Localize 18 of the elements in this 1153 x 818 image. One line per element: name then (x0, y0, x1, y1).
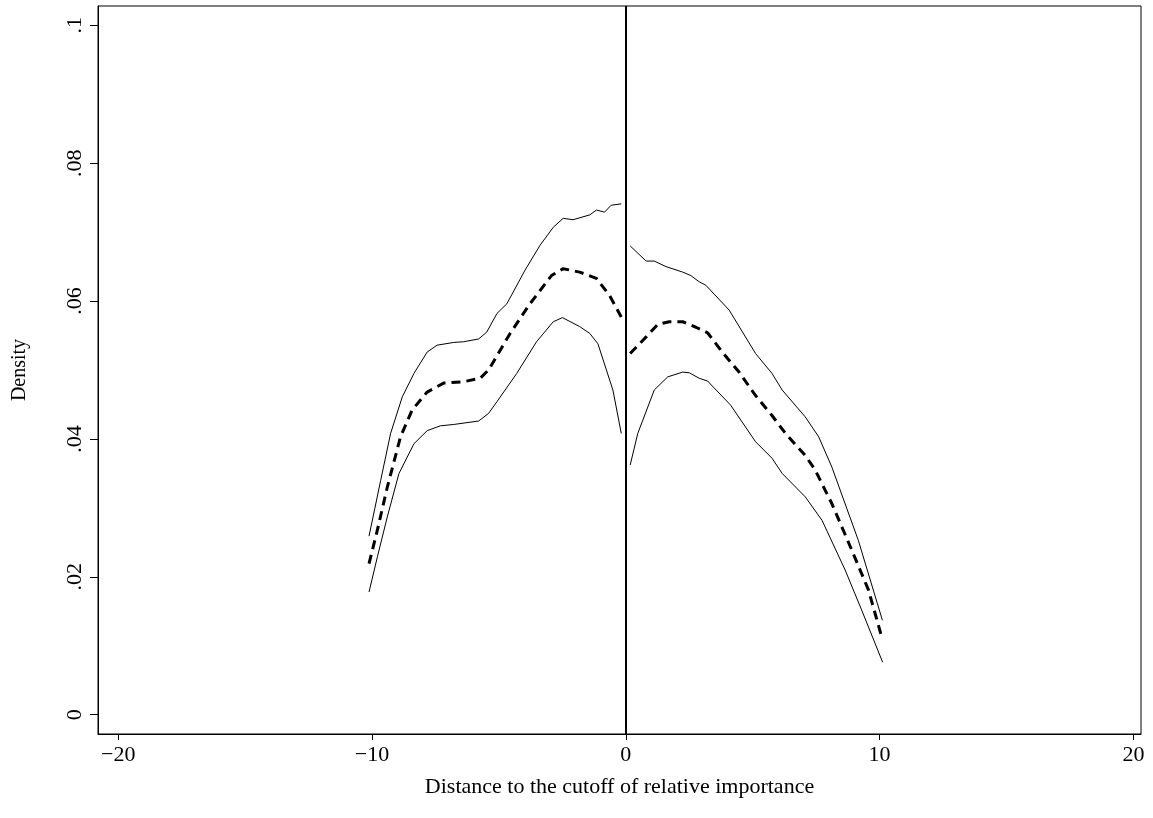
x-axis-title: Distance to the cutoff of relative importance (424, 772, 815, 798)
x-tick-label: 10 (868, 740, 891, 766)
x-tick-label: 20 (1122, 740, 1145, 766)
y-tick-label: 0 (60, 709, 86, 721)
y-tick-label: .08 (60, 149, 86, 177)
y-tick-label: .1 (60, 17, 86, 34)
y-tick-label: .06 (60, 287, 86, 315)
y-axis-title: Density (7, 338, 30, 402)
x-tick-label: −20 (101, 740, 136, 766)
y-tick-label: .02 (60, 563, 86, 591)
x-tick-label: −10 (354, 740, 390, 766)
line-series (629, 371, 884, 663)
x-tick-label: 0 (620, 740, 632, 766)
y-tick-label: .04 (60, 425, 86, 453)
line-series (368, 203, 622, 537)
line-series (629, 245, 883, 621)
line-series (367, 267, 623, 566)
line-series (368, 317, 622, 593)
